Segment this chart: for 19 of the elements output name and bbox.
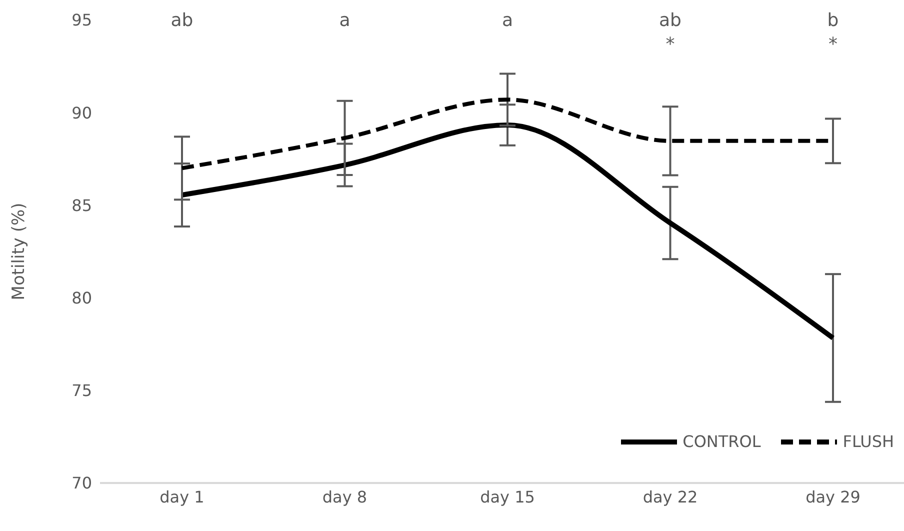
- y-axis-title: Motility (%): [9, 202, 30, 300]
- annotation: ab: [170, 10, 194, 31]
- x-tick-label: day 29: [806, 487, 860, 506]
- y-tick-label: 85: [72, 196, 92, 215]
- x-tick-label: day 22: [642, 487, 698, 506]
- x-tick-label: day 1: [160, 487, 204, 506]
- annotation: b *: [827, 10, 839, 55]
- y-tick-label: 95: [72, 10, 92, 30]
- y-tick-label: 70: [72, 474, 92, 493]
- legend-label: CONTROL: [682, 432, 761, 451]
- y-tick-label: 90: [72, 103, 92, 122]
- y-tick-label: 75: [72, 381, 92, 400]
- y-tick-label: 80: [72, 288, 92, 308]
- annotation: a: [502, 10, 514, 31]
- annotation: a: [339, 10, 350, 31]
- annotation: ab *: [659, 10, 682, 55]
- x-tick-label: day 8: [322, 487, 368, 506]
- x-tick-label: day 15: [480, 487, 535, 506]
- legend-label: FLUSH: [842, 432, 894, 451]
